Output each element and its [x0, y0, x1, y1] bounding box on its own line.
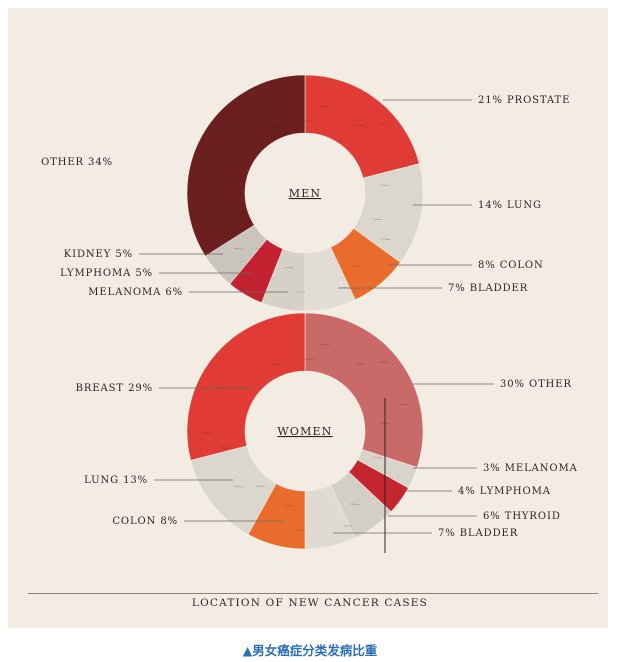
slice-label-colon: COLON 8%	[112, 516, 178, 527]
slice-label-colon: 8% COLON	[478, 260, 544, 271]
slice-label-breast: BREAST 29%	[76, 383, 153, 394]
donut-men: MEN 21% PROSTATE 14% LUNG 8% COLON 7% BLADDE…	[41, 74, 570, 312]
texture-streak	[296, 529, 306, 531]
slice-label-other: 30% OTHER	[500, 379, 572, 390]
texture-streak	[234, 248, 244, 250]
texture-streak	[399, 403, 409, 405]
texture-streak	[304, 120, 315, 122]
slice-label-other: OTHER 34%	[41, 157, 113, 168]
texture-streak	[350, 265, 360, 267]
texture-streak	[296, 291, 306, 293]
slice-other	[304, 312, 424, 468]
texture-streak	[350, 503, 360, 505]
texture-streak	[219, 209, 229, 211]
donut-women: WOMEN 30% OTHER 3% MELANOMA 4% LYMPHOMA 6% T…	[76, 312, 578, 550]
texture-streak	[304, 358, 315, 360]
texture-streak	[285, 266, 295, 269]
center-label-men: MEN	[289, 187, 322, 200]
slice-label-melanoma: MELANOMA 6%	[88, 287, 183, 298]
texture-streak	[378, 361, 388, 364]
center-label-women: WOMEN	[277, 425, 332, 438]
slice-label-lymphoma: 4% LYMPHOMA	[458, 486, 551, 497]
texture-streak	[201, 194, 212, 196]
texture-streak	[381, 238, 391, 240]
slice-breast	[186, 312, 306, 461]
texture-streak	[270, 363, 280, 366]
texture-streak	[373, 456, 383, 459]
footer-rule	[28, 593, 598, 594]
chart-footer-title: LOCATION OF NEW CANCER CASES	[191, 597, 429, 609]
slice-label-thyroid: 6% THYROID	[483, 511, 561, 522]
infographic-panel: MEN 21% PROSTATE 14% LUNG 8% COLON 7% BLADDE…	[8, 8, 608, 628]
slice-label-bladder: 7% BLADDER	[448, 283, 528, 294]
slice-label-melanoma: 3% MELANOMA	[483, 463, 578, 474]
image-caption: ▲男女癌症分类发病比重	[242, 643, 378, 658]
slice-label-prostate: 21% PROSTATE	[478, 95, 570, 106]
texture-streak	[381, 476, 391, 478]
slice-other	[186, 74, 306, 257]
texture-streak	[378, 123, 388, 126]
texture-streak	[320, 343, 330, 346]
texture-streak	[234, 486, 244, 488]
slice-label-lung: 14% LUNG	[478, 200, 542, 211]
texture-streak	[356, 124, 366, 127]
donut-charts: MEN 21% PROSTATE 14% LUNG 8% COLON 7% BLADDE…	[41, 74, 578, 553]
texture-streak	[356, 362, 366, 365]
texture-streak	[255, 485, 265, 487]
slice-prostate	[304, 74, 420, 179]
slice-label-lymphoma: LYMPHOMA 5%	[60, 268, 153, 279]
texture-streak	[343, 525, 353, 527]
texture-streak	[320, 105, 330, 108]
texture-streak	[219, 447, 229, 449]
slice-label-bladder: 7% BLADDER	[438, 528, 518, 539]
texture-streak	[201, 432, 212, 434]
texture-streak	[270, 125, 280, 128]
slice-label-kidney: KIDNEY 5%	[64, 249, 133, 260]
texture-streak	[399, 165, 409, 167]
texture-streak	[215, 148, 225, 151]
texture-streak	[380, 184, 390, 187]
texture-streak	[255, 247, 265, 249]
texture-streak	[373, 218, 383, 221]
slice-label-lung: LUNG 13%	[84, 475, 148, 486]
texture-streak	[285, 504, 295, 507]
